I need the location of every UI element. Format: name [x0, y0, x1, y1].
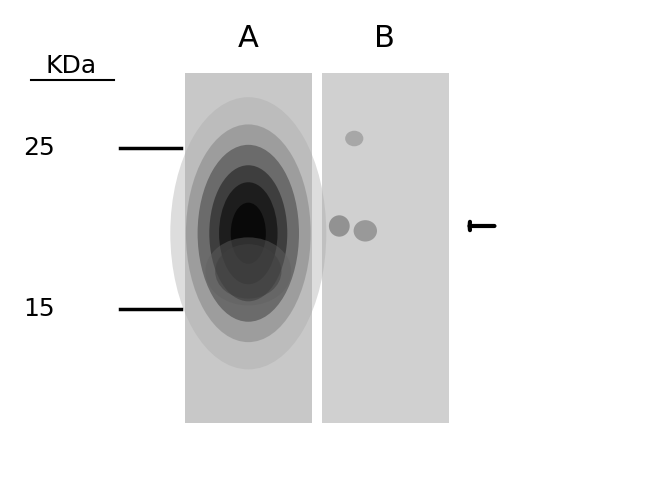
Ellipse shape [345, 131, 363, 146]
Ellipse shape [198, 145, 299, 322]
Text: 15: 15 [23, 296, 55, 321]
Ellipse shape [205, 237, 291, 305]
Ellipse shape [329, 215, 350, 237]
Text: 25: 25 [23, 136, 55, 160]
Bar [322, 73, 448, 423]
Text: B: B [374, 24, 395, 53]
Ellipse shape [215, 244, 281, 298]
Text: A: A [238, 24, 259, 53]
Ellipse shape [354, 220, 377, 242]
Ellipse shape [186, 124, 311, 342]
Text: KDa: KDa [46, 53, 97, 78]
Ellipse shape [170, 97, 326, 369]
Bar [185, 73, 312, 423]
Ellipse shape [209, 165, 287, 301]
Ellipse shape [219, 182, 278, 284]
Ellipse shape [231, 203, 266, 264]
